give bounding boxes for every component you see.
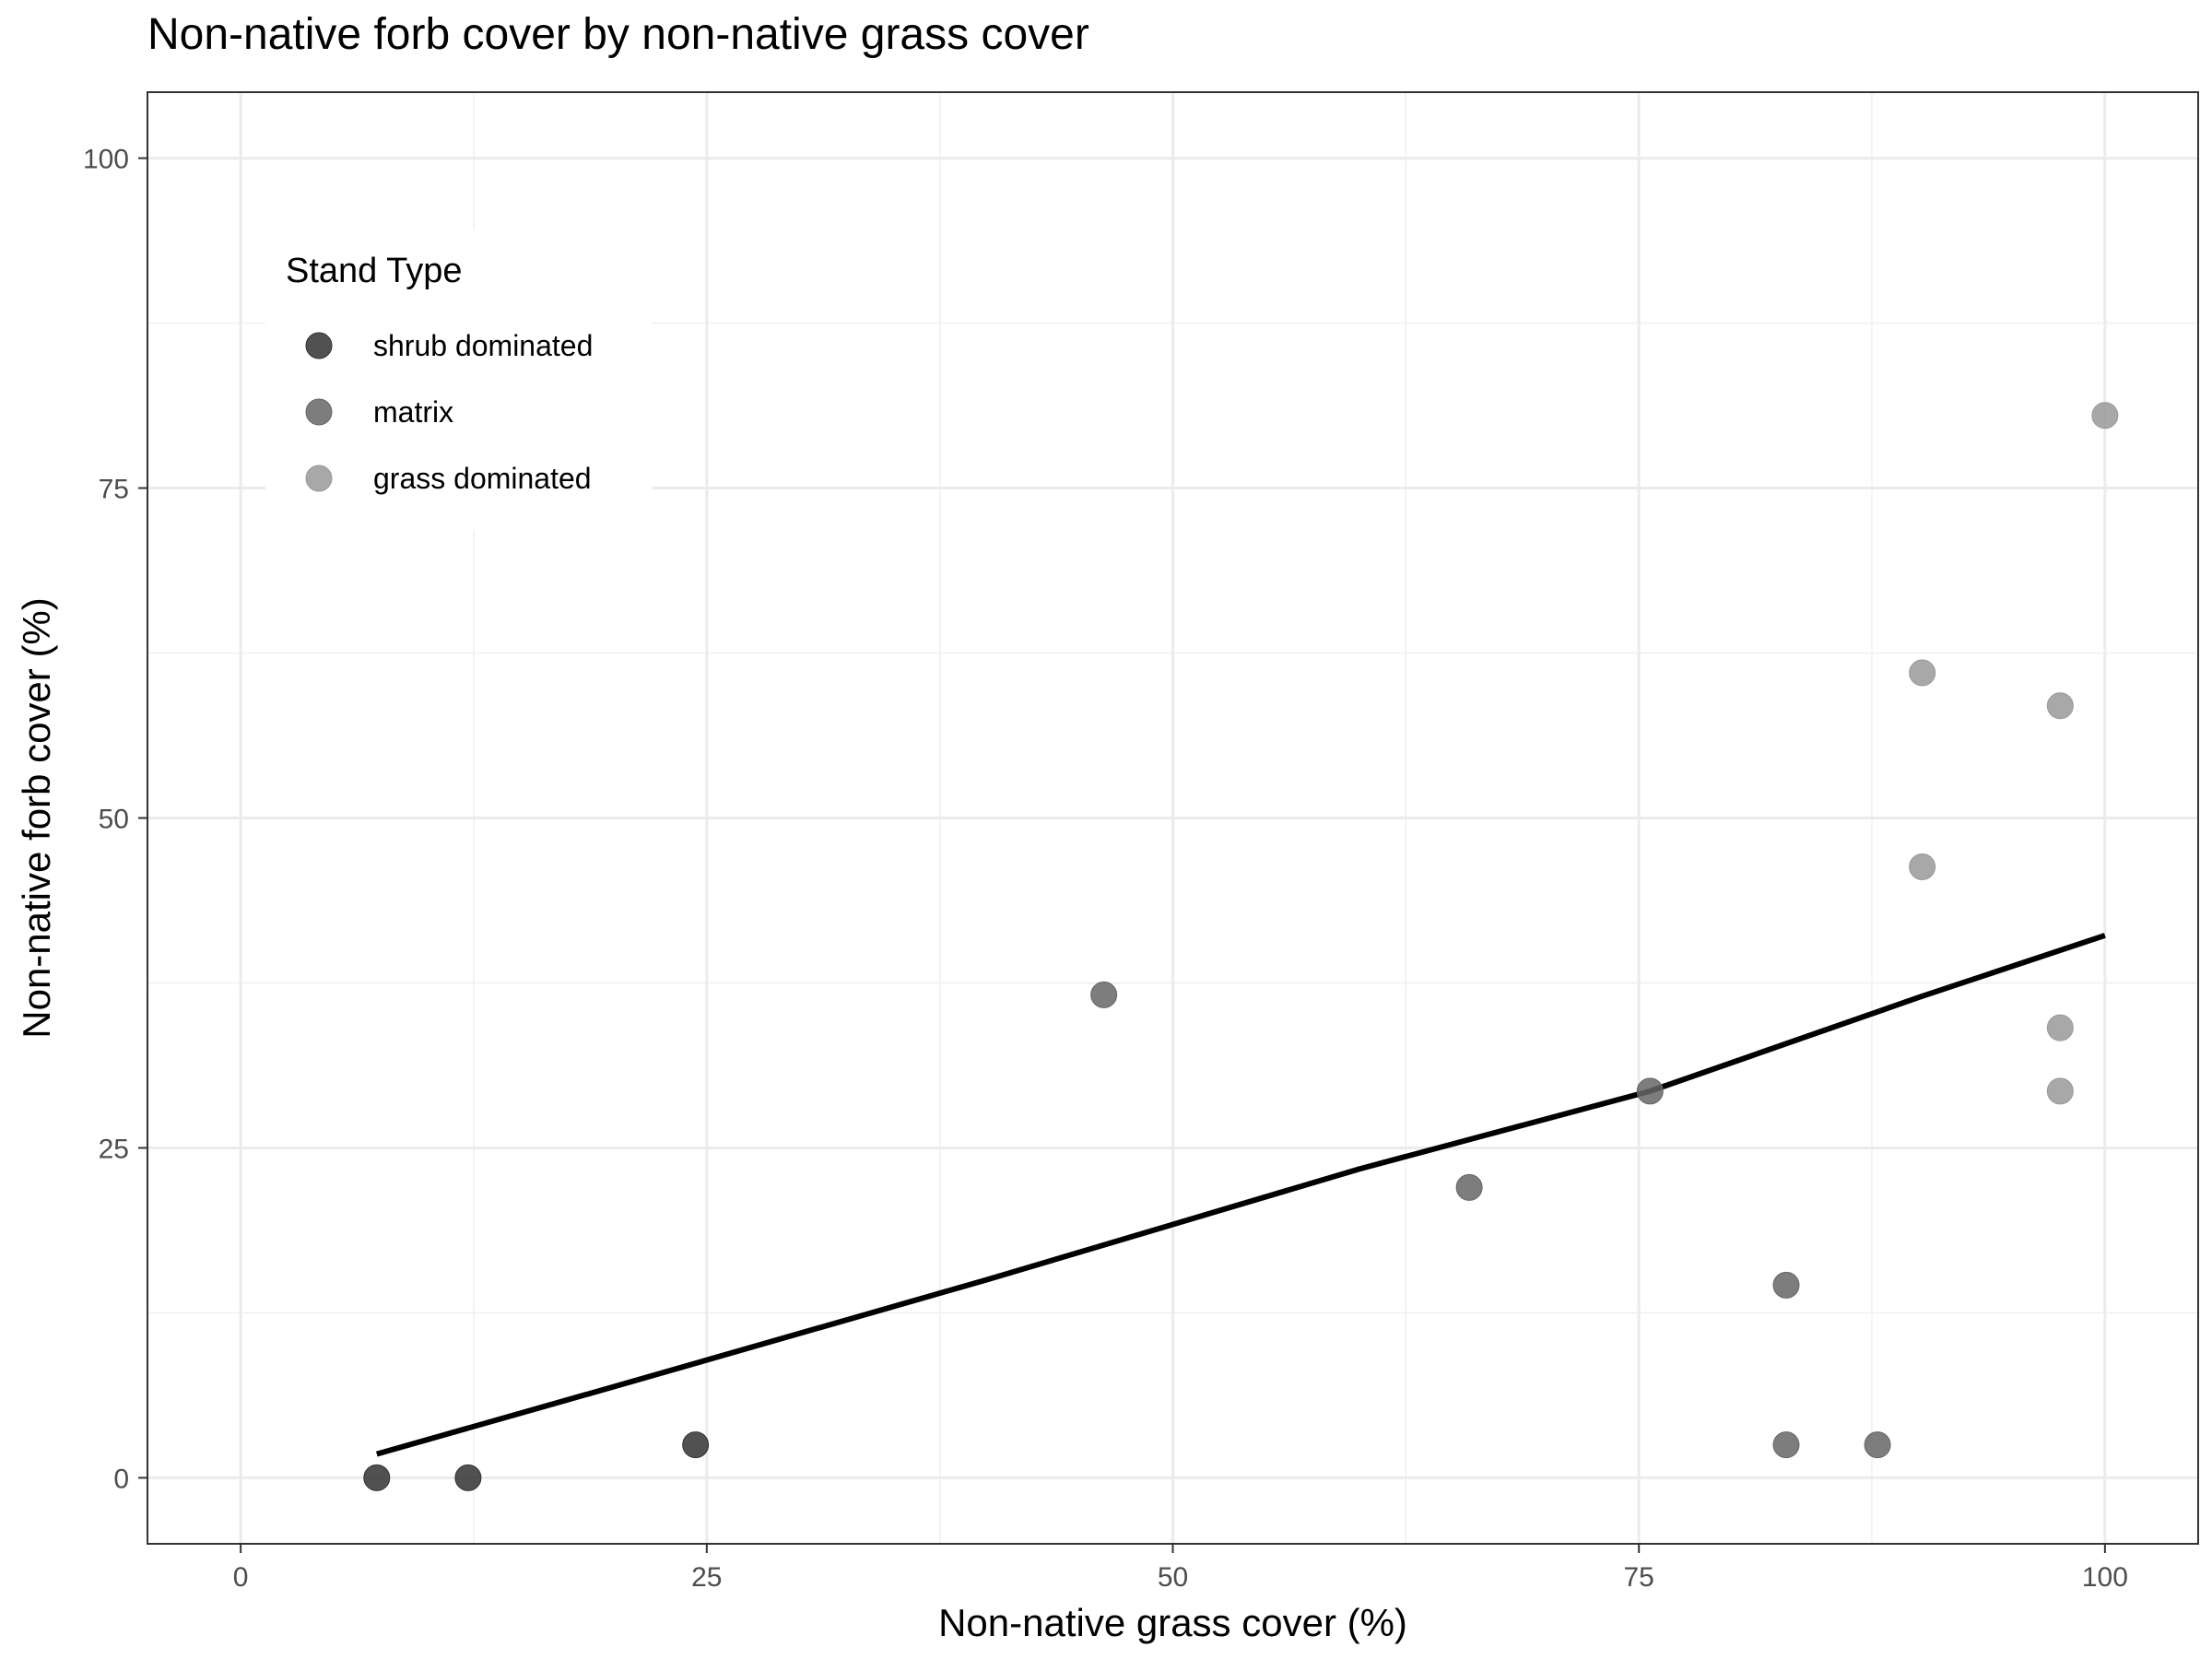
x-tick-label: 75 [1623,1562,1653,1593]
y-tick-label: 75 [99,475,129,505]
legend-title: Stand Type [286,252,463,290]
data-point-shrub-dominated [454,1464,482,1491]
data-point-matrix [1636,1077,1664,1105]
x-tick-label: 25 [691,1562,722,1593]
y-tick-label: 25 [99,1134,129,1164]
fit-line [375,933,2106,1457]
data-point-grass-dominated [2046,692,2074,720]
chart-title: Non-native forb cover by non-native gras… [147,10,1089,59]
legend-key-matrix [305,398,333,426]
data-point-matrix [1864,1431,1891,1459]
data-points [363,402,2119,1491]
y-axis-ticks: 0 25 50 75 100 [83,145,147,1494]
fit-line-group [375,933,2106,1457]
legend-key-shrub-dominated [305,332,333,359]
data-point-matrix [1455,1173,1483,1201]
data-point-shrub-dominated [682,1431,710,1459]
data-point-grass-dominated [2046,1077,2074,1105]
data-point-matrix [1090,981,1118,1008]
x-axis-ticks: 0 25 50 75 100 [233,1544,2128,1593]
legend-label: shrub dominated [373,329,593,362]
data-point-matrix [1772,1431,1800,1459]
x-tick-label: 100 [2082,1562,2128,1593]
x-tick-label: 50 [1158,1562,1188,1593]
data-point-grass-dominated [1909,659,1936,687]
data-point-shrub-dominated [363,1464,391,1491]
data-point-matrix [1772,1271,1800,1299]
data-point-grass-dominated [1909,853,1936,880]
legend-label: grass dominated [373,462,592,495]
data-point-grass-dominated [2046,1014,2074,1041]
legend-key-grass-dominated [305,465,333,492]
legend: Stand Type shrub dominated matrix grass dom… [265,230,653,530]
x-axis-title: Non-native grass cover (%) [938,1601,1407,1644]
y-tick-label: 0 [113,1464,129,1494]
y-tick-label: 100 [83,145,129,175]
y-tick-label: 50 [99,805,129,835]
y-axis-title: Non-native forb cover (%) [15,597,58,1039]
data-point-grass-dominated [2091,402,2119,429]
legend-label: matrix [373,395,453,429]
major-gridlines [147,92,2198,1544]
x-tick-label: 0 [233,1562,249,1593]
